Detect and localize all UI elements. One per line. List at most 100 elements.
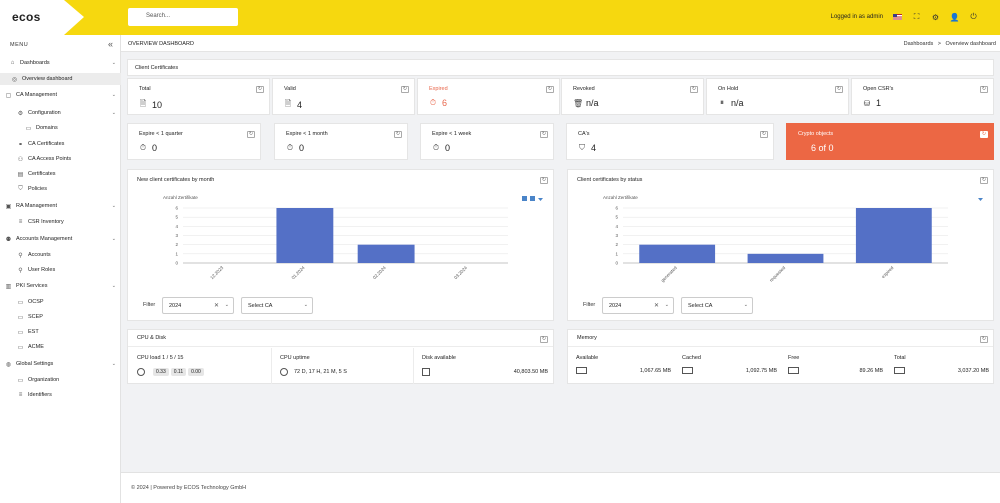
chevron-down-icon[interactable]: ⌄: [224, 302, 229, 308]
sidebar-item-ca-management[interactable]: ▢ CA Management ⌄: [0, 89, 121, 101]
stat-card-open-csr-s[interactable]: Open CSR's ↻ ⛁ 1: [851, 78, 994, 115]
stat-value: 0: [445, 143, 451, 153]
breadcrumb-dashboards[interactable]: Dashboards: [903, 41, 934, 47]
clear-icon[interactable]: ✕: [653, 303, 659, 309]
download-icon[interactable]: [978, 198, 983, 201]
chevron-down-icon[interactable]: ⌄: [111, 60, 116, 66]
sidebar-item-scep[interactable]: ▭ SCEP: [0, 311, 121, 323]
document-icon: 🗎: [139, 99, 147, 108]
stat-card-expire-1-quarter[interactable]: Expire < 1 quarter ↻ ⏱ 0: [127, 123, 261, 160]
sidebar-item-acme[interactable]: ▭ ACME: [0, 341, 121, 353]
bar[interactable]: [855, 208, 932, 263]
logo-area: ecos: [0, 0, 84, 35]
bar[interactable]: [357, 244, 415, 263]
stat-value-row: 🗎 4: [284, 98, 302, 112]
sidebar-item-user-roles[interactable]: ⚲ User Roles: [0, 264, 121, 276]
stat-card-ca-s[interactable]: CA's ↻ ⛉ 4: [566, 123, 774, 160]
refresh-icon[interactable]: ↻: [690, 86, 698, 93]
file-icon: ▭: [17, 329, 24, 336]
ca-select[interactable]: Select CA ⌄: [241, 297, 313, 314]
refresh-icon[interactable]: ↻: [540, 177, 548, 184]
power-icon[interactable]: ⏻: [970, 12, 977, 21]
stat-card-crypto-objects[interactable]: Crypto objects ↻ 6 of 0: [786, 123, 994, 160]
sidebar-item-csr-inventory[interactable]: ≡ CSR Inventory: [0, 216, 121, 228]
stat-card-expired[interactable]: Expired ↻ ⏱ 6: [417, 78, 560, 115]
user-icon[interactable]: 👤: [949, 12, 960, 22]
stat-value: 6: [442, 98, 448, 108]
sidebar-item-accounts[interactable]: ⚲ Accounts: [0, 249, 121, 261]
ca-select[interactable]: Select CA ⌄: [681, 297, 753, 314]
stat-card-valid[interactable]: Valid ↻ 🗎 4: [272, 78, 415, 115]
sidebar-item-pki-services[interactable]: ▥ PKI Services ⌄: [0, 280, 121, 292]
refresh-icon[interactable]: ↻: [394, 131, 402, 138]
chevron-down-icon[interactable]: ⌄: [111, 361, 116, 367]
sidebar-item-accounts-management[interactable]: ⚉ Accounts Management ⌄: [0, 233, 121, 245]
chevron-down-icon[interactable]: ⌄: [111, 203, 116, 209]
sidebar-item-dashboards[interactable]: ⌂ Dashboards ⌄: [0, 57, 121, 69]
data-view-icon[interactable]: [522, 196, 527, 201]
sidebar-item-overview-dashboard[interactable]: ◎ Overview dashboard: [0, 73, 121, 85]
search-input[interactable]: Search...: [128, 8, 238, 26]
refresh-icon[interactable]: ↻: [247, 131, 255, 138]
refresh-icon[interactable]: ↻: [546, 86, 554, 93]
stat-value: 1: [876, 98, 882, 108]
sidebar-item-label: RA Management: [16, 203, 57, 209]
bar[interactable]: [276, 208, 334, 263]
sidebar-item-ca-certificates[interactable]: ⚭ CA Certificates: [0, 138, 121, 150]
year-select[interactable]: 2024 ✕ ⌄: [602, 297, 674, 314]
sidebar-item-policies[interactable]: ⛉ Policies: [0, 183, 121, 195]
file-icon: ▭: [17, 344, 24, 351]
sidebar-item-identifiers[interactable]: ≡ Identifiers: [0, 389, 121, 401]
chevron-down-icon[interactable]: ⌄: [664, 302, 669, 308]
refresh-icon[interactable]: ↻: [980, 177, 988, 184]
chevron-down-icon[interactable]: ⌄: [111, 236, 116, 242]
refresh-icon[interactable]: ↻: [980, 131, 988, 138]
stat-card-expire-1-week[interactable]: Expire < 1 week ↻ ⏱ 0: [420, 123, 554, 160]
refresh-icon[interactable]: ↻: [256, 86, 264, 93]
refresh-icon[interactable]: ↻: [401, 86, 409, 93]
collapse-sidebar-icon[interactable]: «: [108, 39, 114, 49]
sidebar-item-ca-access-points[interactable]: ⚇ CA Access Points: [0, 153, 121, 165]
client-certificates-title: Client Certificates: [135, 65, 179, 71]
chevron-down-icon[interactable]: ⌄: [111, 92, 116, 98]
fullscreen-icon[interactable]: ⛶: [913, 12, 920, 21]
sidebar-item-configuration[interactable]: ⚙ Configuration ⌄: [0, 107, 121, 119]
download-icon[interactable]: [538, 198, 543, 201]
refresh-icon[interactable]: ↻: [980, 86, 988, 93]
sidebar-item-certificates[interactable]: ▤ Certificates: [0, 168, 121, 180]
bar[interactable]: [747, 253, 824, 263]
refresh-icon[interactable]: ↻: [980, 336, 988, 343]
sidebar-item-est[interactable]: ▭ EST: [0, 326, 121, 338]
stat-card-total[interactable]: Total ↻ 🗎 10: [127, 78, 270, 115]
sidebar-item-ra-management[interactable]: ▣ RA Management ⌄: [0, 200, 121, 212]
logo[interactable]: ecos: [12, 10, 41, 24]
chevron-down-icon[interactable]: ⌄: [303, 302, 308, 308]
stat-value: 10: [152, 100, 163, 110]
stat-value-row: ⛉ 4: [578, 143, 596, 153]
stat-card-on-hold[interactable]: On Hold ↻ ⏸ n/a: [706, 78, 849, 115]
chevron-down-icon[interactable]: ⌄: [111, 110, 116, 116]
gear-icon[interactable]: ⚙: [931, 12, 940, 22]
chart-by-status-card: Client certificates by status ↻ Anzahl Z…: [567, 169, 994, 321]
chevron-down-icon[interactable]: ⌄: [743, 302, 748, 308]
refresh-icon[interactable]: ↻: [540, 336, 548, 343]
y-tick-label: 5: [615, 215, 618, 220]
stat-card-revoked[interactable]: Revoked ↻ 🗑 n/a: [561, 78, 704, 115]
refresh-icon[interactable]: ↻: [760, 131, 768, 138]
bar[interactable]: [639, 244, 716, 263]
stat-card-expire-1-month[interactable]: Expire < 1 month ↻ ⏱ 0: [274, 123, 408, 160]
bar-view-icon[interactable]: [530, 196, 535, 201]
refresh-icon[interactable]: ↻: [540, 131, 548, 138]
sidebar-item-organization[interactable]: ▭ Organization: [0, 374, 121, 386]
stat-value: n/a: [586, 98, 599, 108]
sidebar-item-global-settings[interactable]: ◍ Global Settings ⌄: [0, 358, 121, 370]
chevron-down-icon[interactable]: ⌄: [111, 283, 116, 289]
sidebar-item-domains[interactable]: ▭ Domains: [0, 122, 121, 134]
year-select[interactable]: 2024 ✕ ⌄: [162, 297, 234, 314]
clear-icon[interactable]: ✕: [213, 303, 219, 309]
refresh-icon[interactable]: ↻: [835, 86, 843, 93]
home-icon: ⌂: [10, 60, 15, 66]
cpu-disk-card: CPU & Disk ↻ CPU load 1 / 5 / 15 0.33 0.…: [127, 329, 554, 384]
sidebar-item-ocsp[interactable]: ▭ OCSP: [0, 296, 121, 308]
us-flag-icon[interactable]: [893, 14, 902, 20]
